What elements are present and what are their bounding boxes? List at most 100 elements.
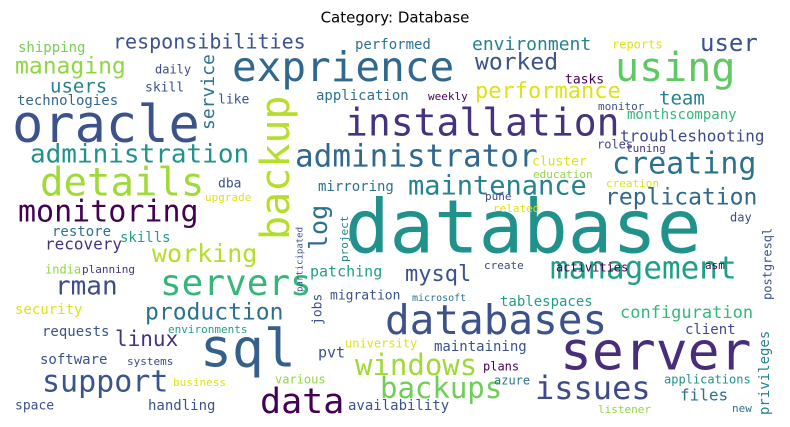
word: security bbox=[15, 302, 82, 318]
word: backups bbox=[380, 371, 502, 405]
word: environments bbox=[168, 323, 247, 336]
word: reports bbox=[612, 38, 663, 52]
word: postgresql bbox=[761, 228, 775, 300]
word: dba bbox=[218, 177, 241, 192]
word: university bbox=[345, 337, 417, 351]
word: replication bbox=[605, 185, 757, 211]
word: working bbox=[152, 239, 257, 268]
word: support bbox=[42, 365, 168, 400]
word: configuration bbox=[620, 303, 753, 323]
word: various bbox=[275, 373, 326, 387]
word: tablespaces bbox=[500, 294, 593, 310]
word: issues bbox=[535, 369, 651, 407]
word: sql bbox=[200, 319, 296, 380]
word: exprience bbox=[232, 43, 454, 91]
word: upgrade bbox=[205, 191, 251, 204]
word: windows bbox=[355, 348, 477, 382]
word: mysql bbox=[405, 262, 471, 287]
word: worked bbox=[475, 50, 558, 76]
word: linux bbox=[115, 327, 178, 351]
word: rman bbox=[55, 272, 118, 302]
word: administration bbox=[30, 140, 249, 170]
word: handling bbox=[148, 398, 215, 414]
word: weekly bbox=[428, 90, 468, 103]
word: administrator bbox=[295, 139, 538, 175]
word: requests bbox=[42, 324, 109, 340]
word: microsoft bbox=[412, 293, 466, 304]
word: patching bbox=[310, 263, 382, 281]
word: skill bbox=[145, 81, 184, 96]
word: oracle bbox=[12, 95, 200, 155]
word: databases bbox=[385, 296, 607, 344]
word: privileges bbox=[757, 331, 773, 415]
word: creating bbox=[612, 147, 757, 182]
word: india bbox=[45, 263, 81, 277]
word: maintenance bbox=[408, 171, 587, 202]
word: participated bbox=[296, 227, 306, 292]
chart-title: Category: Database bbox=[321, 9, 470, 27]
word: users bbox=[50, 76, 107, 98]
word: pune bbox=[485, 190, 512, 203]
word: daily bbox=[155, 63, 191, 77]
word: monitor bbox=[598, 100, 645, 113]
word: monitoring bbox=[18, 195, 199, 230]
word: shipping bbox=[18, 40, 85, 56]
word: servers bbox=[160, 263, 312, 304]
word: tasks bbox=[565, 73, 604, 88]
word: restore bbox=[52, 224, 111, 240]
word: migration bbox=[330, 289, 400, 304]
word: day bbox=[730, 211, 752, 225]
word: mirroring bbox=[318, 179, 394, 195]
word: server bbox=[560, 322, 751, 383]
word: troubleshooting bbox=[620, 127, 765, 146]
word: backup bbox=[253, 96, 299, 241]
word: log bbox=[304, 205, 333, 250]
word: performance bbox=[475, 79, 621, 104]
word: applications bbox=[664, 373, 751, 387]
word: creation bbox=[606, 177, 659, 190]
word: responsibilities bbox=[113, 30, 306, 54]
word: roles bbox=[597, 138, 633, 152]
word: using bbox=[615, 45, 735, 91]
word: activities bbox=[556, 261, 628, 275]
word: service bbox=[198, 54, 219, 130]
word: application bbox=[316, 88, 409, 104]
word: production bbox=[145, 300, 283, 326]
word: files bbox=[680, 386, 728, 405]
word: managing bbox=[15, 54, 126, 80]
word: systems bbox=[127, 355, 173, 368]
word: monthscompany bbox=[627, 107, 737, 123]
word: client bbox=[685, 322, 736, 338]
word: skills bbox=[120, 230, 171, 246]
word: database bbox=[345, 185, 701, 271]
word: plans bbox=[483, 360, 519, 374]
word: jobs bbox=[311, 294, 326, 325]
word: team bbox=[659, 88, 705, 110]
word: create bbox=[484, 259, 524, 272]
word: tuning bbox=[626, 142, 666, 155]
word: software bbox=[40, 352, 107, 368]
word: technologies bbox=[17, 93, 118, 109]
word: maintaining bbox=[434, 339, 527, 355]
word: project bbox=[338, 216, 351, 262]
word: education bbox=[533, 168, 593, 181]
word: business bbox=[173, 376, 226, 389]
word: asm bbox=[705, 259, 725, 272]
word: management bbox=[550, 251, 737, 287]
word: user bbox=[700, 29, 758, 57]
word: installation bbox=[345, 101, 620, 145]
word: new bbox=[732, 402, 752, 415]
word: listener bbox=[598, 403, 651, 416]
word: environment bbox=[472, 34, 591, 55]
word: related bbox=[493, 202, 539, 215]
word: pvt bbox=[318, 344, 345, 362]
word: performed bbox=[355, 37, 431, 53]
word: planning bbox=[82, 263, 135, 276]
word: availability bbox=[348, 398, 449, 414]
word: cluster bbox=[532, 155, 587, 170]
word: azure bbox=[494, 374, 530, 388]
word: data bbox=[260, 382, 344, 422]
word: like bbox=[218, 93, 249, 108]
word: recovery bbox=[45, 235, 122, 254]
